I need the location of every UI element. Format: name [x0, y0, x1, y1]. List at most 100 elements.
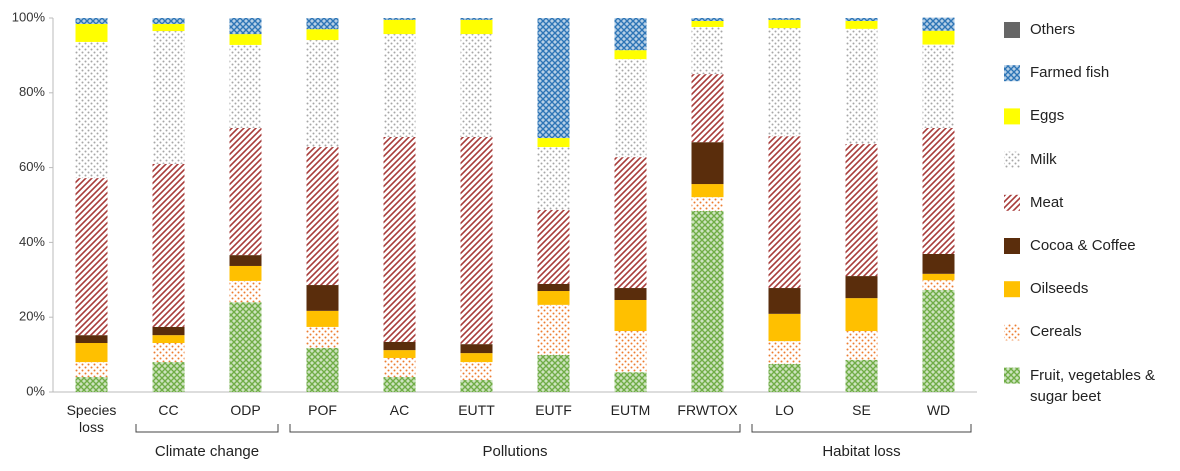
bar-segment [383, 377, 416, 392]
x-tick-label: AC [389, 402, 410, 418]
bar-segment [306, 29, 339, 41]
bar-segment [845, 298, 878, 332]
x-tick-label-box: AC [389, 402, 410, 418]
x-tick-label: POF [308, 402, 337, 418]
bar-segment [229, 302, 262, 392]
bar-segment [383, 136, 416, 342]
bar-segment [922, 289, 955, 392]
bar-segment [383, 350, 416, 358]
x-tick-label-box: WD [926, 402, 951, 418]
legend-label: Cereals [1030, 323, 1082, 341]
bar-segment [691, 142, 724, 185]
x-tick-label: WD [926, 402, 951, 418]
bar-segment [922, 17, 955, 31]
bar-segment [306, 326, 339, 348]
legend-swatch [1004, 238, 1020, 254]
bar-segment [460, 353, 493, 363]
bar-segment [768, 288, 801, 314]
bar-segment [768, 18, 801, 20]
bar-segment [768, 28, 801, 137]
bar-segment [537, 304, 570, 355]
x-tick-label: EUTM [610, 402, 651, 418]
y-tick-label: 60% [19, 159, 45, 174]
bar-segment [460, 344, 493, 354]
bar-segment [306, 285, 339, 311]
bar-segment [152, 31, 185, 164]
x-tick-label: FRWTOX [677, 402, 738, 418]
bar-segment [460, 362, 493, 381]
x-tick-label-box: ODP [230, 402, 260, 418]
bar-segment [691, 197, 724, 211]
x-tick-label-box: SE [852, 402, 871, 418]
bar-segment [152, 326, 185, 336]
bar-segment [229, 44, 262, 128]
bar-segment [922, 30, 955, 45]
bar-segment [75, 41, 108, 179]
bar-segment [691, 74, 724, 143]
legend-label: Oilseeds [1030, 280, 1089, 298]
bar-segment [922, 253, 955, 274]
x-tick-label-box: EUTT [458, 402, 495, 418]
bar-segment [229, 18, 262, 35]
bar-segment [229, 280, 262, 303]
bar-segment [845, 18, 878, 21]
legend-label: Eggs [1030, 107, 1065, 125]
legend-swatch [1004, 194, 1020, 211]
bar-segment [152, 18, 185, 24]
x-tick-label: EUTT [458, 402, 495, 418]
bar-segment [75, 343, 108, 363]
legend-swatch [1004, 367, 1020, 384]
legend-swatch [1004, 108, 1020, 125]
x-tick-label-box: FRWTOX [677, 402, 738, 418]
x-tick-label-box: Species loss [67, 402, 117, 435]
bar-segment [152, 335, 185, 344]
legend-swatch [1004, 324, 1020, 341]
legend-swatch [1004, 151, 1020, 168]
legend-swatch [1004, 22, 1020, 38]
legend-label-box: Cereals [1030, 323, 1082, 341]
group-bracket [135, 424, 279, 433]
bar-segment [691, 26, 724, 75]
bar-segment [537, 209, 570, 284]
bar-segment [691, 184, 724, 198]
legend-label-box: Oilseeds [1030, 280, 1089, 298]
bar-segment [75, 377, 108, 392]
bar-segment [768, 341, 801, 364]
bar-segment [537, 354, 570, 392]
bar-segment [614, 331, 647, 373]
bar-segment [845, 28, 878, 145]
legend-label: Cocoa & Coffee [1030, 237, 1136, 254]
bar-segment [614, 59, 647, 158]
bar-segment [768, 19, 801, 29]
bar-segment [383, 19, 416, 35]
y-tick-label: 80% [19, 84, 45, 99]
bar-segment [460, 380, 493, 392]
bar-segment [229, 265, 262, 281]
legend-label-box: Others [1030, 21, 1075, 38]
x-tick-label: CC [158, 402, 179, 418]
bar-segment [306, 40, 339, 148]
x-tick-label: SE [852, 402, 871, 418]
bar-segment [845, 331, 878, 360]
bar-segment [383, 34, 416, 137]
bar-segment [537, 291, 570, 305]
bar-segment [614, 288, 647, 300]
x-tick-label-box: EUTF [535, 402, 572, 418]
bar-segment [768, 313, 801, 342]
legend-swatch [1004, 281, 1020, 298]
bar-segment [614, 18, 647, 51]
bar-segment [460, 19, 493, 35]
bar-segment [152, 23, 185, 32]
bar-segment [75, 362, 108, 378]
bar-segment [922, 127, 955, 254]
bar-segment [383, 341, 416, 351]
y-tick-label: 100% [12, 9, 46, 24]
y-tick-label: 0% [26, 383, 45, 398]
bar-segment [383, 18, 416, 20]
bar-segment [306, 347, 339, 392]
legend-label: Milk [1030, 150, 1057, 168]
bar-segment [845, 359, 878, 392]
legend-label-box: Farmed fish [1030, 64, 1109, 81]
legend-label-box: Meat [1030, 194, 1063, 211]
bar-segment [537, 18, 570, 139]
